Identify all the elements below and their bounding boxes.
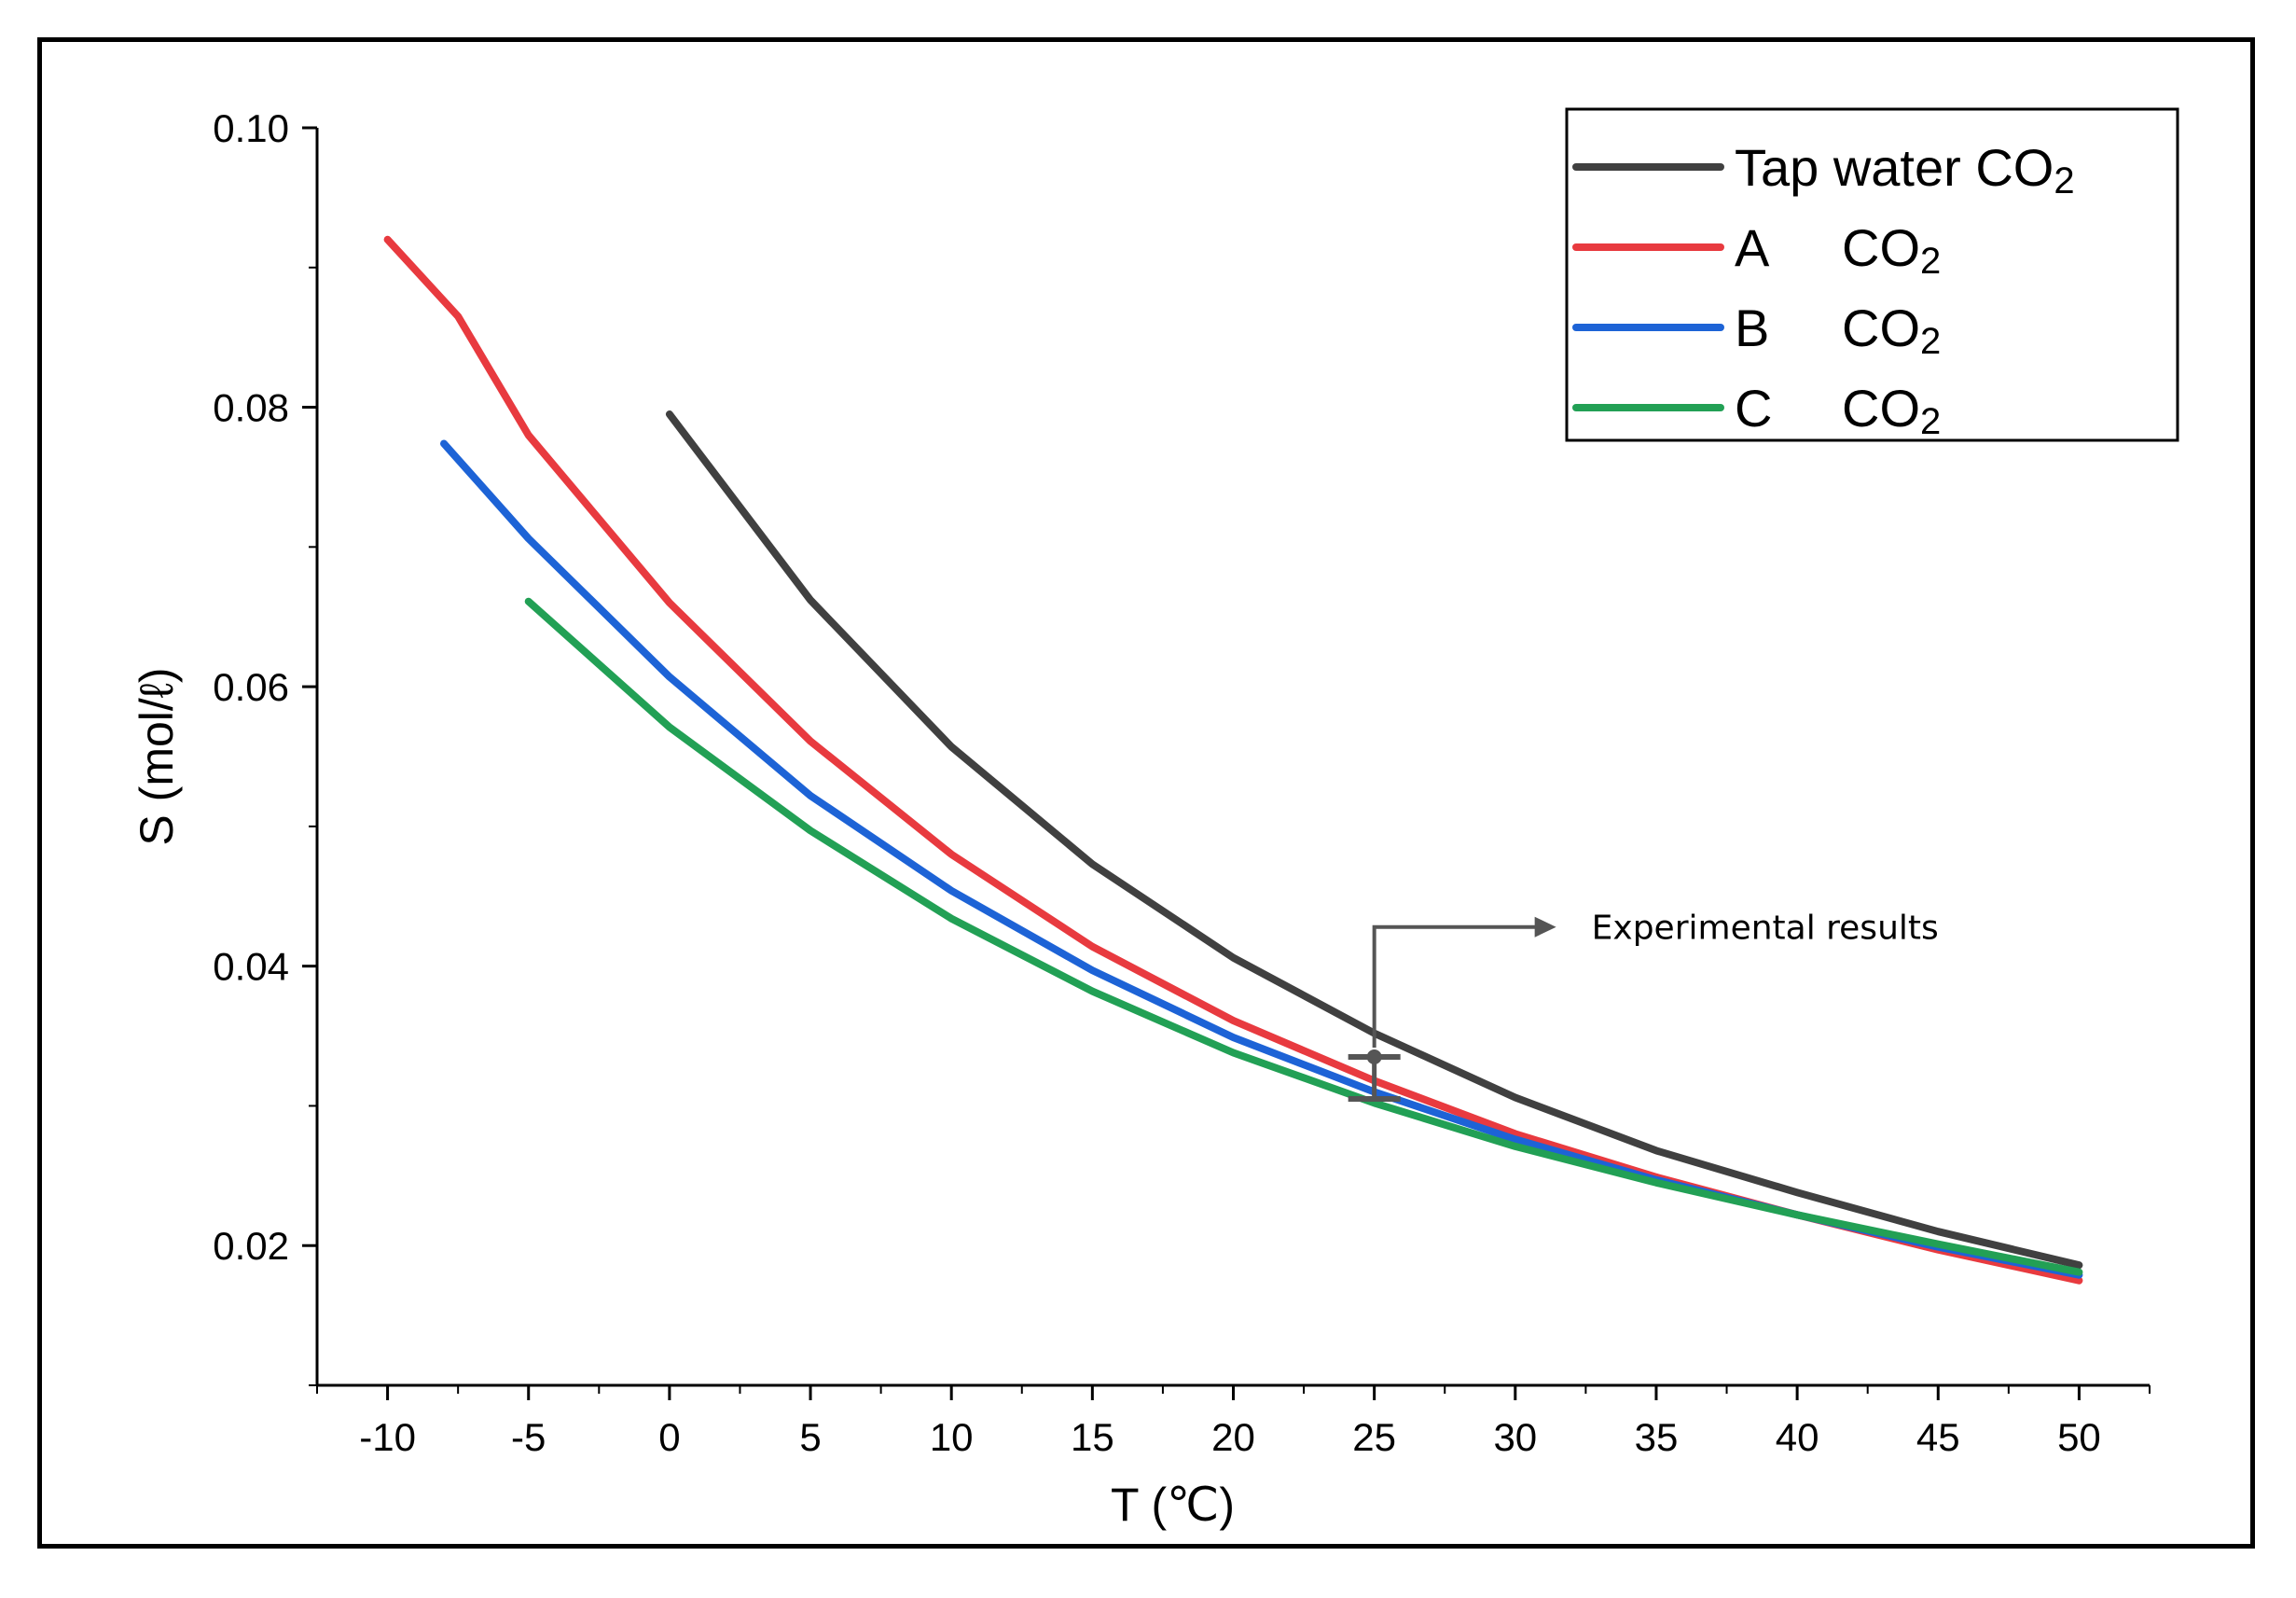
y-tick-label: 0.06 (213, 665, 289, 709)
x-tick-label: 30 (1493, 1415, 1537, 1459)
annotation-arrow-head (1534, 916, 1556, 938)
x-tick-label: 0 (658, 1415, 680, 1459)
chart-frame: -10 -5 0 5 10 15 20 25 30 35 40 45 50 0.02 0.04 0.06 0.0… (37, 37, 2255, 1549)
experimental-point (1366, 1049, 1382, 1065)
experimental-results-label: Experimental results (1592, 910, 1939, 948)
axes: -10 -5 0 5 10 15 20 25 30 35 40 45 50 0.02 0.04 0.06 0.0… (213, 106, 2151, 1459)
x-tick-label: 50 (2057, 1415, 2101, 1459)
legend-label-1: A CO2 (1735, 218, 1941, 282)
legend-label-2: B CO2 (1735, 299, 1941, 362)
x-tick-label: 45 (1916, 1415, 1960, 1459)
series-line-3 (524, 597, 2083, 1276)
experimental-annotation: Experimental results (1348, 910, 1939, 1102)
x-axis-title: T (℃) (1111, 1479, 1235, 1531)
x-tick-label: 25 (1352, 1415, 1396, 1459)
y-tick-label: 0.04 (213, 945, 289, 989)
x-tick-label: 10 (930, 1415, 974, 1459)
series-line-2 (440, 439, 2083, 1279)
x-tick-label: 35 (1635, 1415, 1679, 1459)
x-tick-label: 15 (1071, 1415, 1114, 1459)
y-axis-title: S (mol/ℓ) (131, 667, 183, 845)
legend: Tap water CO2 A CO2 B CO2 C CO2 (1565, 107, 2179, 442)
x-tick-label: -10 (359, 1415, 416, 1459)
y-tick-label: 0.10 (213, 106, 289, 150)
legend-label-0: Tap water CO2 (1735, 138, 2075, 201)
x-tick-label: 40 (1776, 1415, 1819, 1459)
annotation-arrow-line (1372, 924, 1538, 1049)
legend-label-3: C CO2 (1735, 379, 1941, 442)
y-tick-label: 0.02 (213, 1224, 289, 1268)
x-tick-label: 5 (799, 1415, 821, 1459)
x-tick-label: 20 (1211, 1415, 1255, 1459)
line-chart: -10 -5 0 5 10 15 20 25 30 35 40 45 50 0.02 0.04 0.06 0.0… (131, 106, 2179, 1531)
x-tick-label: -5 (511, 1415, 546, 1459)
y-tick-label: 0.08 (213, 386, 289, 430)
